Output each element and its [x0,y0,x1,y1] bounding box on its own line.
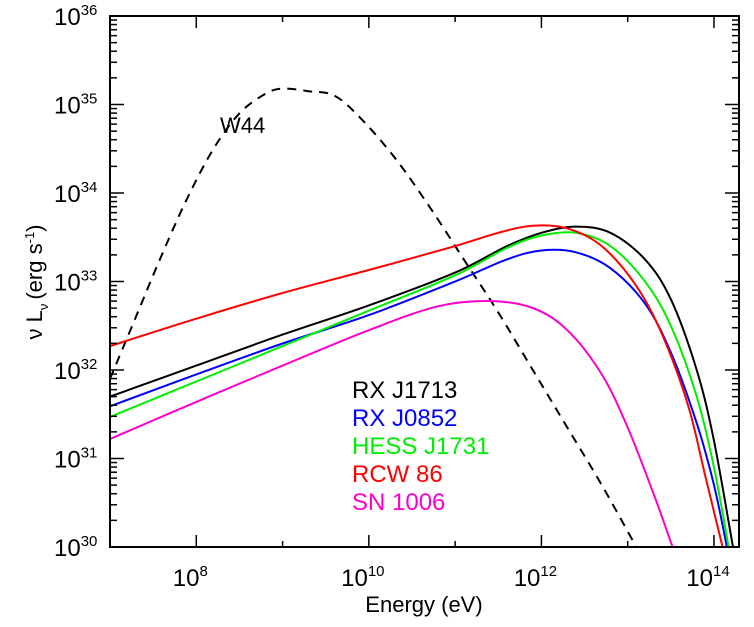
legend-entry-rx-j1713: RX J1713 [352,377,457,404]
x-tick-label: 1012 [514,563,557,592]
tick-labels: 108 1010 1012 1014 1030 1031 1032 1033 1034 1035 1… [54,2,730,592]
series-line-rx-j1713 [110,225,734,547]
legend-entry-rcw-86: RCW 86 [352,461,443,488]
legend-entry-rx-j0852: RX J0852 [352,405,457,432]
y-axis-title-main: ν L [22,310,47,339]
x-axis-title: Energy (eV) [365,592,482,617]
y-tick-label: 1033 [54,268,97,297]
y-axis-title-unit-sup: -1 [22,232,37,244]
series-line-sn-1006 [110,299,674,547]
y-axis-title-sub: ν [36,304,51,311]
x-tick-label: 1010 [341,563,384,592]
y-tick-label: 1036 [54,2,97,31]
y-axis-title-unit: (erg s [22,243,47,299]
y-tick-label: 1034 [54,179,97,208]
y-tick-label: 1032 [54,356,97,385]
y-axis-title-close: ) [22,225,47,232]
ticks-layer [109,15,739,548]
svg-text:ν Lν(erg s-1): ν Lν (erg s-1) [22,225,51,340]
legend-entry-hess-j1731: HESS J1731 [352,433,489,460]
x-tick-label: 108 [173,563,208,592]
y-tick-label: 1031 [54,445,97,474]
annotation-w44: W44 [220,113,265,138]
legend-entry-sn-1006: SN 1006 [352,489,445,516]
series-line-rx-j0852 [110,248,728,547]
series-line-w44 [110,87,638,547]
y-tick-label: 1030 [54,533,97,562]
series-line-rcw-86 [110,224,724,547]
x-tick-label: 1014 [686,563,729,592]
legend: RX J1713 RX J0852 HESS J1731 RCW 86 SN 1… [352,377,489,516]
series-line-hess-j1731 [110,231,730,547]
series-layer [110,87,734,547]
y-axis-title: ν Lν (erg s-1) [22,225,51,340]
y-tick-label: 1035 [54,91,97,120]
